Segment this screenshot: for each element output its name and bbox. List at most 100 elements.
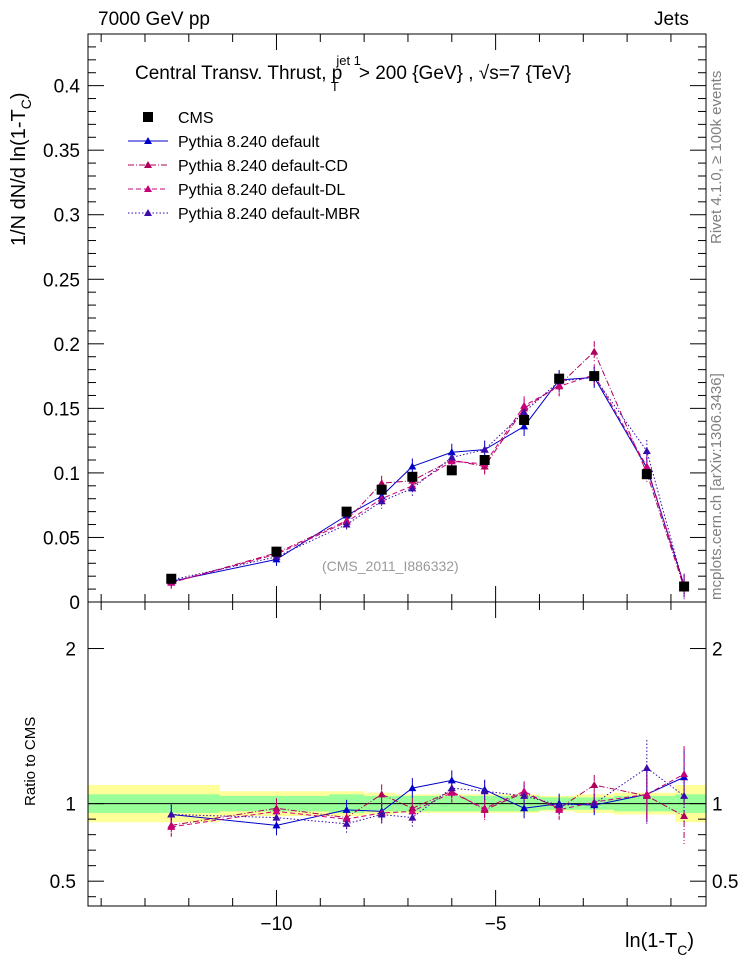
main-y-tick-label-2: 0.1 <box>54 464 80 485</box>
ratio-point-2-7 <box>520 787 529 795</box>
cms-point-5 <box>446 465 457 476</box>
ratio-point-1-11 <box>680 812 689 820</box>
ratio-point-3-1 <box>272 813 281 821</box>
ratio-frame <box>87 601 707 907</box>
main-line-2 <box>171 350 685 588</box>
main-y-tick-label-1: 0.05 <box>43 528 80 549</box>
main-y-tick-label-0: 0 <box>69 593 80 614</box>
y-axis-label: 1/N dN/d ln(1-TC) <box>8 92 34 246</box>
ratio-y-axis-label: Ratio to CMS <box>22 716 39 806</box>
ratio-y-tick-label-right-0: 0.5 <box>712 872 738 893</box>
ratio-y-tick-label-left-1: 1 <box>65 795 76 816</box>
header-jets-label: Jets <box>654 9 689 30</box>
chart-title: Central Transv. Thrust, pjet 1 T > 200 {Ge… <box>135 53 572 94</box>
x-axis-label-text: ln(1-T <box>625 930 678 952</box>
cms-point-8 <box>554 373 565 384</box>
ratio-point-1-9 <box>590 781 599 789</box>
ratio-point-2-6 <box>480 804 489 812</box>
x-tick-label-1: −5 <box>485 914 507 935</box>
cms-point-3 <box>376 484 387 495</box>
main-y-tick-label-8: 0.4 <box>54 77 81 98</box>
ratio-point-2-11 <box>680 770 689 778</box>
x-axis-label-sub: C <box>677 942 688 958</box>
main-y-tick-label-3: 0.15 <box>43 399 80 420</box>
main-point-2-9 <box>590 347 599 355</box>
main-point-3-5 <box>447 457 456 465</box>
cms-point-4 <box>407 471 418 482</box>
ratio-y-tick-label-left-0: 0.5 <box>50 872 76 893</box>
ratio-line-3 <box>171 767 685 825</box>
main-point-4-2 <box>342 520 351 528</box>
main-y-tick-label-6: 0.3 <box>54 206 80 227</box>
legend-marker-4 <box>144 209 152 216</box>
ratio-point-3-7 <box>520 791 529 799</box>
ratio-point-3-10 <box>642 763 651 771</box>
y-axis-label-text: 1/N dN/d ln(1-T <box>8 109 30 246</box>
ratio-point-3-5 <box>447 784 456 792</box>
title-main: Central Transv. Thrust, p <box>135 63 343 84</box>
ratio-line-1 <box>171 784 685 826</box>
main-point-1-5 <box>447 448 456 456</box>
ratio-line-0 <box>171 776 685 826</box>
title-post: > 200 {GeV} , √s=7 {TeV} <box>358 63 572 84</box>
main-y-tick-label-5: 0.25 <box>43 270 80 291</box>
ratio-point-0-2 <box>342 805 351 813</box>
ratio-point-3-0 <box>167 810 176 818</box>
cms-point-10 <box>641 469 652 480</box>
legend-label-4: Pythia 8.240 default-MBR <box>178 206 360 223</box>
legend-label-3: Pythia 8.240 default-DL <box>178 182 345 199</box>
main-line-3 <box>171 374 685 586</box>
main-point-1-4 <box>408 462 417 470</box>
analysis-watermark: (CMS_2011_I886332) <box>322 558 459 574</box>
x-axis-label: ln(1-TC) <box>625 930 695 958</box>
ratio-point-0-5 <box>447 776 456 784</box>
ratio-point-2-0 <box>167 822 176 830</box>
main-point-3-7 <box>520 401 529 409</box>
legend-marker-0 <box>143 112 153 122</box>
main-line-1 <box>171 376 685 586</box>
rivet-version-note: Rivet 4.1.0, ≥ 100k events <box>708 70 725 244</box>
x-tick-label-0: −10 <box>260 914 292 935</box>
main-y-tick-label-4: 0.2 <box>54 335 80 356</box>
main-point-4-6 <box>480 445 489 453</box>
ratio-point-3-11 <box>680 791 689 799</box>
legend-label-2: Pythia 8.240 default-CD <box>178 158 348 175</box>
ratio-point-3-4 <box>408 813 417 821</box>
y-axis-label-sub: C <box>18 99 34 110</box>
main-point-3-10 <box>642 462 651 470</box>
cms-point-1 <box>271 546 282 557</box>
ratio-point-0-4 <box>408 784 417 792</box>
main-point-4-5 <box>447 453 456 461</box>
cms-point-7 <box>519 414 530 425</box>
main-point-2-3 <box>377 479 386 487</box>
ratio-point-2-10 <box>642 790 651 798</box>
cms-point-2 <box>341 506 352 517</box>
ratio-y-tick-label-right-2: 2 <box>712 640 723 661</box>
legend-marker-2 <box>144 161 152 168</box>
cms-point-6 <box>479 455 490 465</box>
main-point-4-4 <box>408 484 417 492</box>
ratio-point-0-7 <box>520 804 529 812</box>
main-point-1-7 <box>520 422 529 430</box>
legend-label-0: CMS <box>178 110 214 127</box>
ratio-y-tick-label-right-1: 1 <box>712 795 723 816</box>
cms-point-11 <box>679 581 690 592</box>
ratio-point-0-1 <box>272 821 281 829</box>
ratio-point-2-2 <box>342 815 351 823</box>
ratio-point-3-2 <box>342 819 351 827</box>
cms-point-9 <box>589 371 600 382</box>
cms-point-0 <box>166 573 177 584</box>
ratio-point-2-8 <box>555 805 564 813</box>
x-axis-label-close: ) <box>687 930 695 952</box>
main-y-tick-label-7: 0.35 <box>43 141 80 162</box>
ratio-point-2-4 <box>408 807 417 815</box>
ratio-point-2-1 <box>272 807 281 815</box>
ratio-point-1-3 <box>377 790 386 798</box>
main-line-4 <box>171 376 685 587</box>
ratio-point-2-5 <box>447 788 456 796</box>
title-sub: T <box>330 79 339 94</box>
ratio-line-2 <box>171 773 685 828</box>
main-point-4-7 <box>520 408 529 416</box>
legend-marker-1 <box>144 137 152 144</box>
